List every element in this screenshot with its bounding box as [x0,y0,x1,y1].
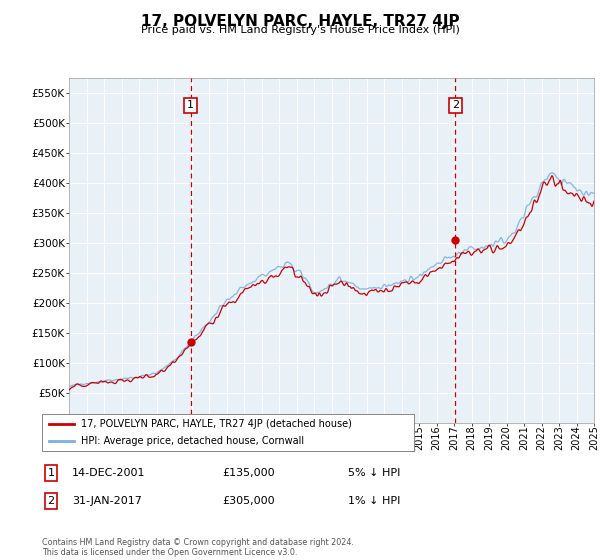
Text: 17, POLVELYN PARC, HAYLE, TR27 4JP: 17, POLVELYN PARC, HAYLE, TR27 4JP [140,14,460,29]
Text: 2: 2 [47,496,55,506]
Text: 1: 1 [187,100,194,110]
Text: Contains HM Land Registry data © Crown copyright and database right 2024.
This d: Contains HM Land Registry data © Crown c… [42,538,354,557]
Text: Price paid vs. HM Land Registry's House Price Index (HPI): Price paid vs. HM Land Registry's House … [140,25,460,35]
Text: £305,000: £305,000 [222,496,275,506]
Text: 17, POLVELYN PARC, HAYLE, TR27 4JP (detached house): 17, POLVELYN PARC, HAYLE, TR27 4JP (deta… [81,419,352,429]
Text: 1: 1 [47,468,55,478]
Text: HPI: Average price, detached house, Cornwall: HPI: Average price, detached house, Corn… [81,436,304,446]
Text: 14-DEC-2001: 14-DEC-2001 [72,468,146,478]
Text: £135,000: £135,000 [222,468,275,478]
Text: 1% ↓ HPI: 1% ↓ HPI [348,496,400,506]
Text: 31-JAN-2017: 31-JAN-2017 [72,496,142,506]
Text: 5% ↓ HPI: 5% ↓ HPI [348,468,400,478]
Text: 2: 2 [452,100,459,110]
